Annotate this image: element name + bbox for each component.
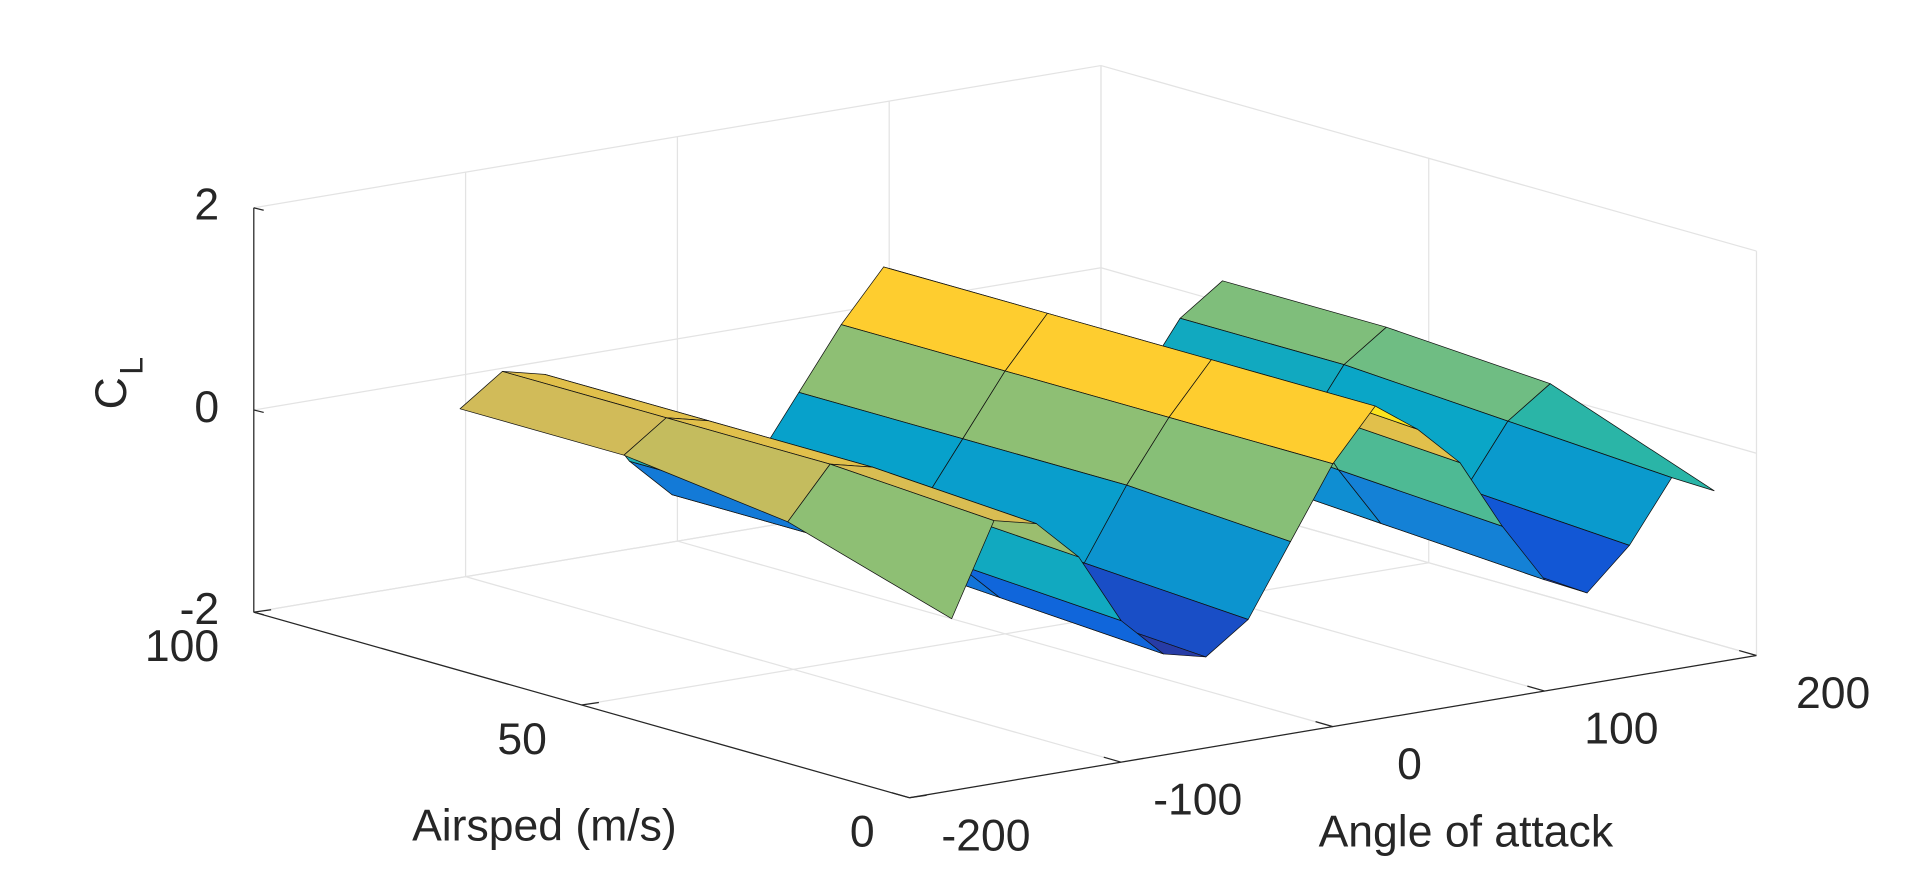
tick-mark	[891, 792, 910, 799]
grid-line	[581, 562, 1429, 706]
surface	[459, 266, 1715, 658]
tick-mark	[581, 701, 599, 706]
tick-mark	[1103, 756, 1122, 763]
z-tick-label: 2	[194, 181, 219, 230]
tick-mark	[253, 609, 272, 613]
z-label-base: C	[87, 377, 136, 409]
tick-mark	[1315, 721, 1334, 728]
x-tick-label: 100	[1584, 705, 1658, 754]
tick-mark	[909, 794, 927, 799]
y-tick-label: 50	[497, 715, 547, 764]
tick-mark	[253, 409, 264, 414]
z-axis-label: C L	[87, 357, 150, 410]
tick-mark	[1527, 685, 1545, 692]
x-tick-label: 200	[1796, 669, 1870, 718]
x-tick-label: -200	[941, 811, 1030, 860]
y-tick-label: 100	[145, 622, 219, 671]
x-tick-label: 0	[1397, 740, 1422, 789]
tick-mark	[1738, 649, 1757, 657]
grid-line	[1100, 64, 1757, 252]
x-tick-label: -100	[1153, 776, 1242, 825]
surface-patch	[787, 463, 995, 620]
z-tick-label: -2	[180, 585, 220, 634]
tick-mark	[253, 207, 264, 211]
x-axis-label: Angle of attack	[1319, 808, 1614, 857]
z-tick-label: 0	[194, 383, 219, 432]
y-axis-label: Airsped (m/s)	[412, 801, 677, 850]
tick-mark	[253, 611, 264, 616]
y-tick-label: 0	[850, 808, 875, 857]
z-label-subscript: L	[113, 357, 149, 375]
grid-line	[253, 64, 1102, 209]
